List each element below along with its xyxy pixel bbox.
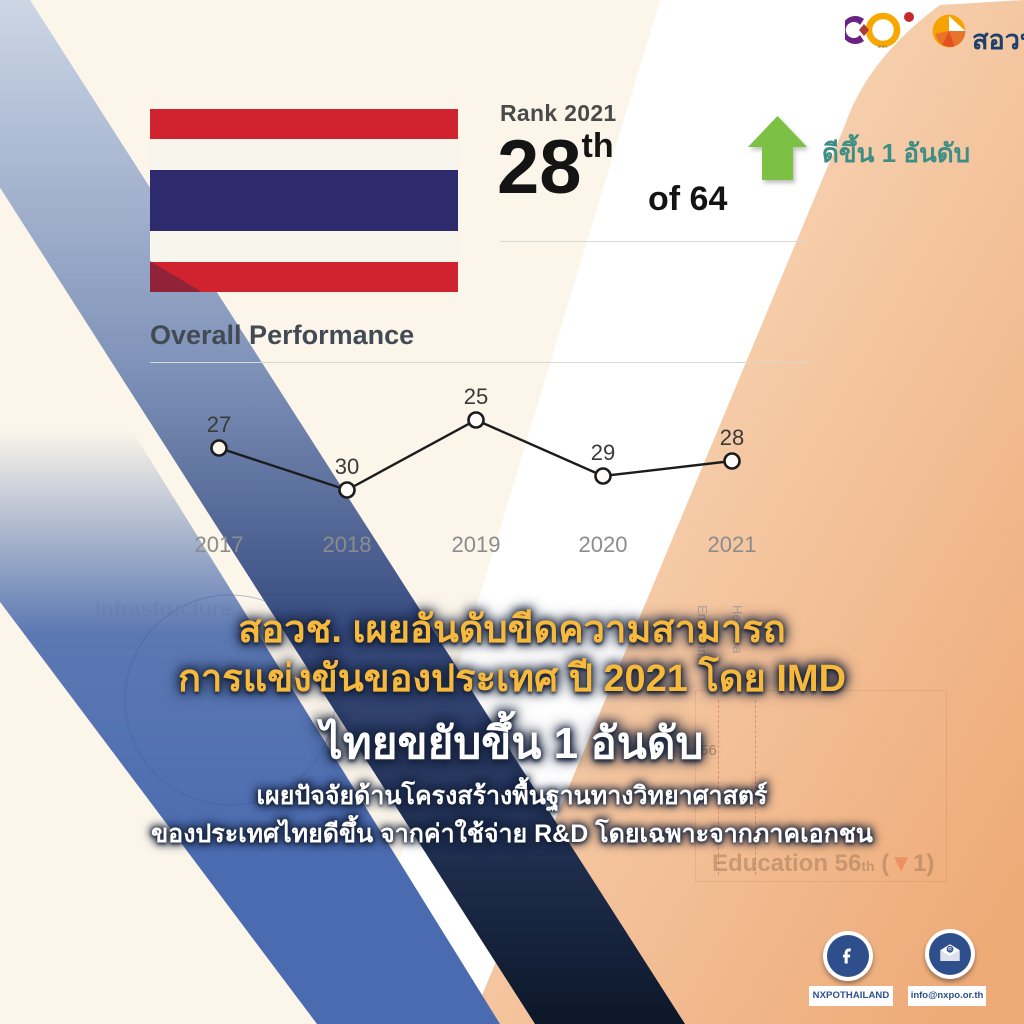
svg-text:25: 25 [464, 384, 488, 409]
svg-text:2019: 2019 [452, 532, 501, 557]
svg-text:28: 28 [720, 425, 744, 450]
svg-text:29: 29 [591, 440, 615, 465]
svg-text:2020: 2020 [579, 532, 628, 557]
svg-text:2018: 2018 [323, 532, 372, 557]
svg-text:27: 27 [207, 412, 231, 437]
svg-text:2021: 2021 [708, 532, 757, 557]
svg-text:30: 30 [335, 454, 359, 479]
svg-text:2017: 2017 [195, 532, 244, 557]
